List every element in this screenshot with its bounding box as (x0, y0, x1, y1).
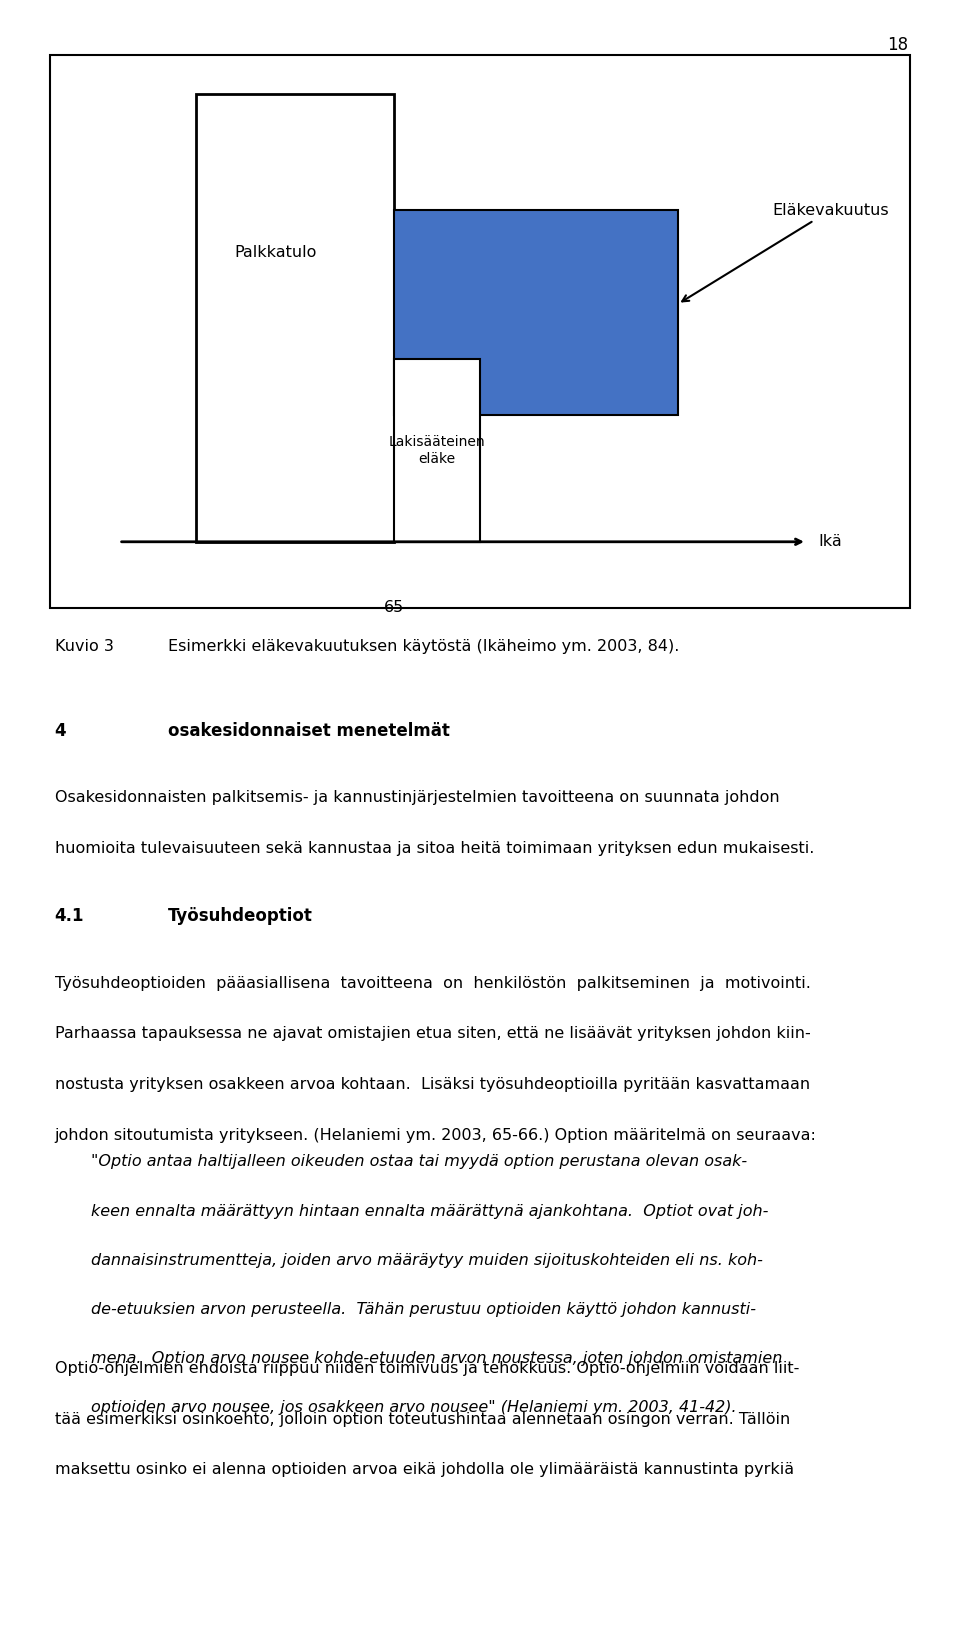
Text: 18: 18 (887, 36, 908, 54)
Text: osakesidonnaiset menetelmät: osakesidonnaiset menetelmät (168, 722, 450, 740)
Text: tää esimerkiksi osinkoehto, jolloin option toteutushintaa alennetaan osingon ver: tää esimerkiksi osinkoehto, jolloin opti… (55, 1411, 790, 1426)
Text: dannaisinstrumentteja, joiden arvo määräytyy muiden sijoituskohteiden eli ns. ko: dannaisinstrumentteja, joiden arvo määrä… (91, 1252, 763, 1268)
Text: johdon sitoutumista yritykseen. (Helaniemi ym. 2003, 65-66.) Option määritelmä o: johdon sitoutumista yritykseen. (Helanie… (55, 1128, 817, 1143)
Bar (196, 94, 394, 541)
Text: maksettu osinko ei alenna optioiden arvoa eikä johdolla ole ylimääräistä kannust: maksettu osinko ei alenna optioiden arvo… (55, 1462, 794, 1478)
Text: 4: 4 (55, 722, 66, 740)
Text: Työsuhdeoptioiden  pääasiallisena  tavoitteena  on  henkilöstön  palkitseminen  : Työsuhdeoptioiden pääasiallisena tavoitt… (55, 976, 810, 990)
Text: Lakisääteinen
eläke: Lakisääteinen eläke (389, 436, 486, 465)
Text: Esimerkki eläkevakuutuksen käytöstä (Ikäheimo ym. 2003, 84).: Esimerkki eläkevakuutuksen käytöstä (Ikä… (168, 639, 680, 654)
Text: optioiden arvo nousee, jos osakkeen arvo nousee" (Helaniemi ym. 2003, 41-42).: optioiden arvo nousee, jos osakkeen arvo… (91, 1400, 737, 1415)
Text: Ikä: Ikä (818, 535, 842, 550)
Text: nostusta yrityksen osakkeen arvoa kohtaan.  Lisäksi työsuhdeoptioilla pyritään k: nostusta yrityksen osakkeen arvoa kohtaa… (55, 1076, 810, 1093)
Text: Kuvio 3: Kuvio 3 (55, 639, 113, 654)
Bar (394, 210, 678, 415)
Text: 65: 65 (384, 600, 404, 615)
Text: Työsuhdeoptiot: Työsuhdeoptiot (168, 907, 313, 925)
Text: Palkkatulo: Palkkatulo (234, 246, 317, 260)
Text: Eläkevakuutus: Eläkevakuutus (683, 203, 889, 301)
Text: Optio-ohjelmien ehdoista riippuu niiden toimivuus ja tehokkuus. Optio-ohjelmiin : Optio-ohjelmien ehdoista riippuu niiden … (55, 1361, 799, 1376)
Bar (394, 359, 480, 541)
Text: mena.  Option arvo nousee kohde-etuuden arvon noustessa, joten johdon omistamien: mena. Option arvo nousee kohde-etuuden a… (91, 1351, 782, 1366)
Text: de-etuuksien arvon perusteella.  Tähän perustuu optioiden käyttö johdon kannusti: de-etuuksien arvon perusteella. Tähän pe… (91, 1302, 756, 1317)
Bar (50, 55, 910, 608)
Text: 4.1: 4.1 (55, 907, 84, 925)
Text: keen ennalta määrättyyn hintaan ennalta määrättynä ajankohtana.  Optiot ovat joh: keen ennalta määrättyyn hintaan ennalta … (91, 1203, 769, 1218)
Text: huomioita tulevaisuuteen sekä kannustaa ja sitoa heitä toimimaan yrityksen edun : huomioita tulevaisuuteen sekä kannustaa … (55, 841, 814, 855)
Text: Osakesidonnaisten palkitsemis- ja kannustinjärjestelmien tavoitteena on suunnata: Osakesidonnaisten palkitsemis- ja kannus… (55, 790, 780, 805)
Text: Parhaassa tapauksessa ne ajavat omistajien etua siten, että ne lisäävät yritykse: Parhaassa tapauksessa ne ajavat omistaji… (55, 1026, 810, 1041)
Text: "Optio antaa haltijalleen oikeuden ostaa tai myydä option perustana olevan osak-: "Optio antaa haltijalleen oikeuden ostaa… (91, 1154, 747, 1169)
